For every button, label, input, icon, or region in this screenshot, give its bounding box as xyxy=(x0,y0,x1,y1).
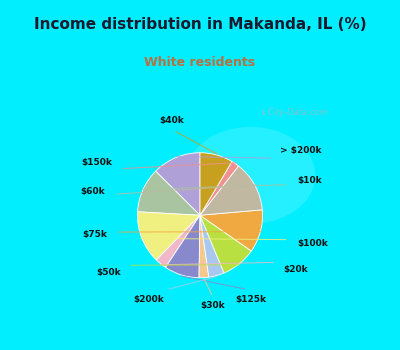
Text: $100k: $100k xyxy=(297,239,328,248)
Wedge shape xyxy=(200,166,262,215)
Text: Income distribution in Makanda, IL (%): Income distribution in Makanda, IL (%) xyxy=(34,17,366,32)
Wedge shape xyxy=(156,153,200,215)
Text: $10k: $10k xyxy=(297,176,322,185)
Wedge shape xyxy=(200,153,232,215)
Wedge shape xyxy=(138,212,200,260)
Wedge shape xyxy=(200,161,238,215)
Text: $150k: $150k xyxy=(82,158,113,167)
Text: $60k: $60k xyxy=(80,187,105,196)
Text: $30k: $30k xyxy=(201,301,225,310)
Text: $125k: $125k xyxy=(235,295,266,304)
Ellipse shape xyxy=(186,127,315,224)
Wedge shape xyxy=(156,215,200,267)
Wedge shape xyxy=(200,215,224,277)
Wedge shape xyxy=(200,210,262,251)
Wedge shape xyxy=(200,215,251,273)
Text: White residents: White residents xyxy=(144,56,256,69)
Text: $200k: $200k xyxy=(134,295,164,304)
Wedge shape xyxy=(138,171,200,215)
Text: $20k: $20k xyxy=(283,265,308,274)
Wedge shape xyxy=(166,215,200,278)
Text: $40k: $40k xyxy=(160,116,184,125)
Text: ℹ City-Data.com: ℹ City-Data.com xyxy=(262,108,328,117)
Text: > $200k: > $200k xyxy=(280,146,321,155)
Text: $50k: $50k xyxy=(97,268,121,277)
Text: $75k: $75k xyxy=(82,230,107,239)
Wedge shape xyxy=(199,215,209,278)
